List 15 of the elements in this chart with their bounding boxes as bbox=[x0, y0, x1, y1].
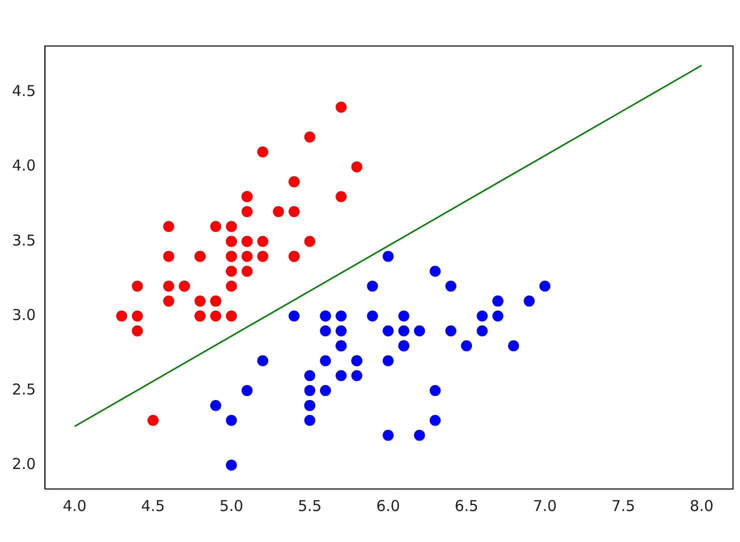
x-tick-label: 4.0 bbox=[62, 496, 87, 515]
x-tick-label: 5.0 bbox=[219, 496, 244, 515]
y-tick-label: 3.5 bbox=[12, 231, 36, 250]
y-tick-label: 2.0 bbox=[12, 455, 36, 474]
x-tick-label: 6.0 bbox=[376, 496, 400, 515]
x-tick-label: 7.5 bbox=[611, 496, 636, 515]
y-tick-label: 3.0 bbox=[12, 306, 36, 324]
x-tick-label: 5.5 bbox=[298, 496, 322, 515]
y-tick-label: 4.5 bbox=[12, 82, 36, 100]
y-tick-label: 2.5 bbox=[12, 380, 36, 398]
y-tick-label: 4.0 bbox=[12, 156, 36, 175]
x-tick-label: 8.0 bbox=[690, 496, 714, 515]
x-tick-label: 6.5 bbox=[454, 496, 478, 515]
x-tick-label: 4.5 bbox=[141, 496, 165, 515]
x-tick-label: 7.0 bbox=[532, 496, 557, 515]
